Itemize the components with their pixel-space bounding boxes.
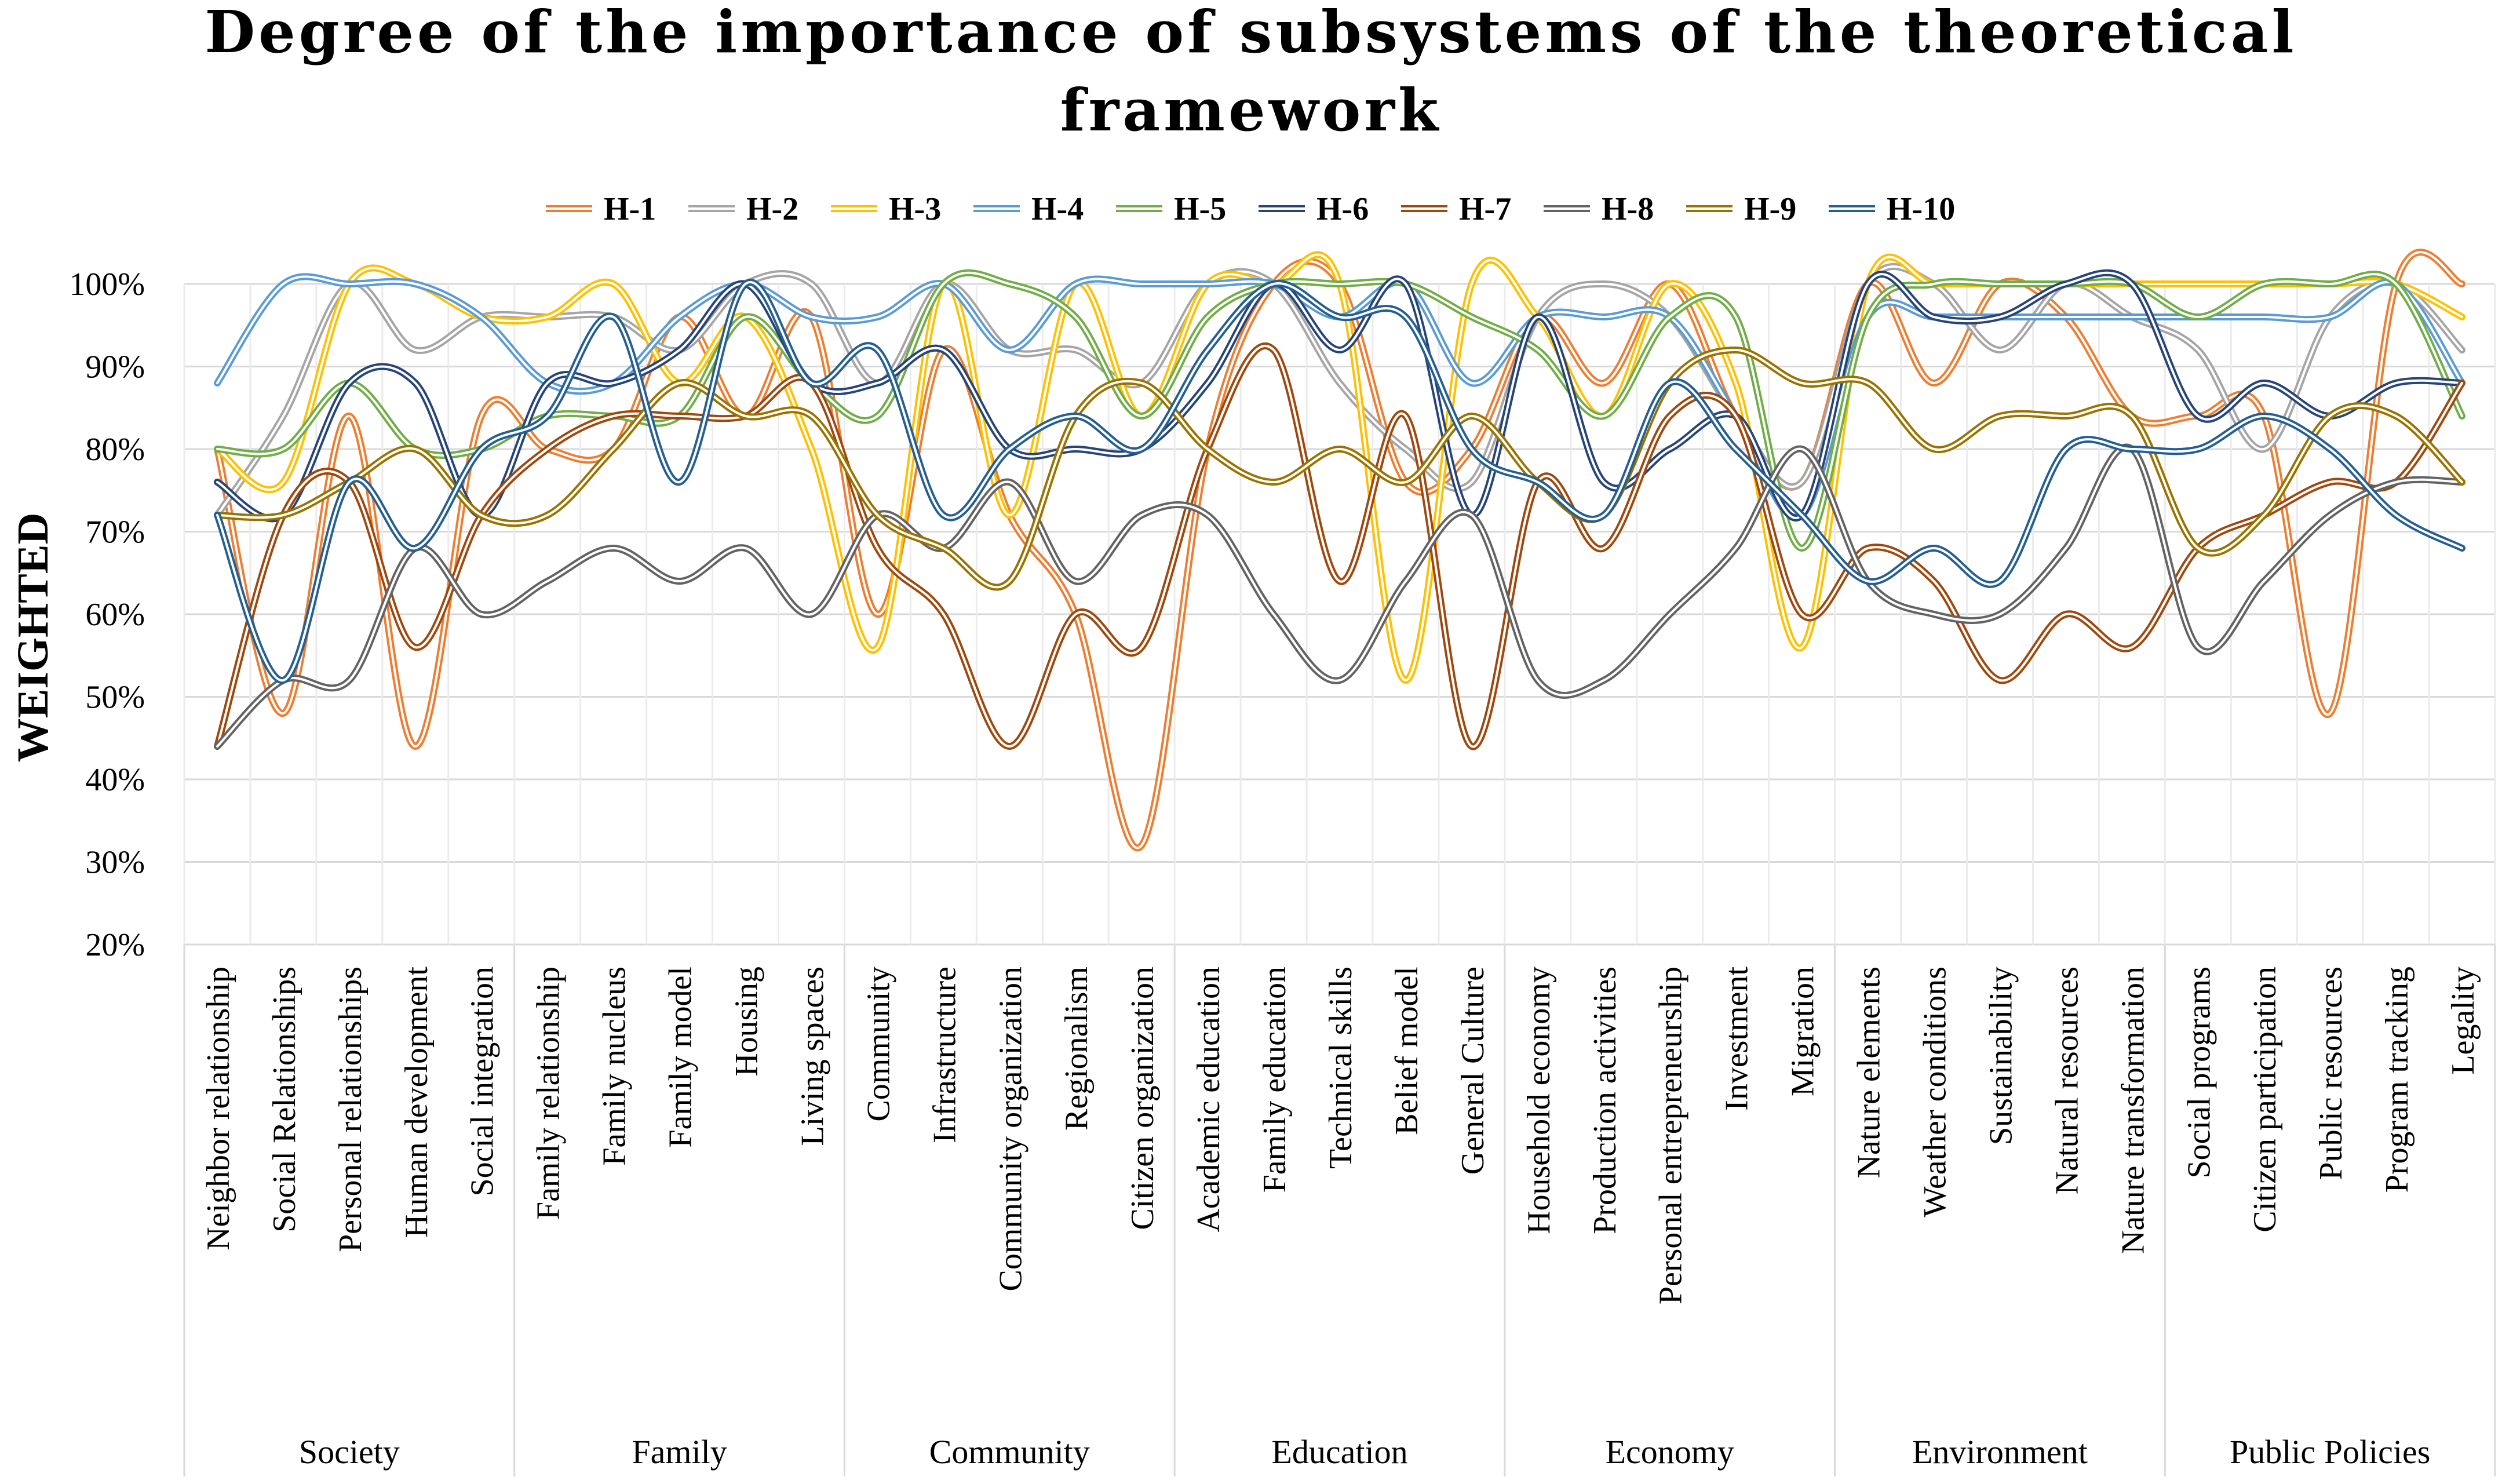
- legend-label: H-7: [1459, 191, 1511, 227]
- legend-label: H-2: [746, 191, 798, 227]
- legend-item-h-1: H-1: [546, 191, 656, 227]
- x-tick-label: Family nucleus: [597, 967, 633, 1166]
- legend-label: H-8: [1602, 191, 1654, 227]
- x-tick-label: Personal relationships: [333, 967, 369, 1252]
- series-line: [213, 262, 2466, 519]
- x-tick-label: Investment: [1719, 967, 1755, 1111]
- series-line-core: [216, 265, 2464, 516]
- y-tick-label: 50%: [85, 680, 145, 716]
- x-tick-label: Human development: [399, 967, 435, 1238]
- x-tick-label: Natural resources: [2049, 967, 2085, 1194]
- legend-item-h-7: H-7: [1401, 191, 1511, 227]
- x-tick-label: Sustainability: [1983, 967, 2019, 1145]
- chart-title-line-1: Degree of the importance of subsystems o…: [205, 0, 2297, 66]
- x-tick-label: Citizen participation: [2247, 967, 2283, 1233]
- y-axis-label: WEIGHTED: [9, 513, 57, 763]
- chart-title: Degree of the importance of subsystems o…: [205, 0, 2297, 144]
- legend-label: H-5: [1174, 191, 1226, 227]
- x-tick-label: Household economy: [1521, 967, 1557, 1234]
- y-tick-label: 100%: [69, 267, 145, 302]
- legend-label: H-9: [1744, 191, 1796, 227]
- series-line-core: [216, 446, 2464, 748]
- x-tick-label: Family education: [1257, 967, 1293, 1193]
- y-tick-label: 70%: [85, 515, 145, 550]
- x-tick-label: Program tracking: [2379, 967, 2415, 1193]
- legend-label: H-10: [1887, 191, 1955, 227]
- x-tick-label: Technical skills: [1323, 967, 1359, 1169]
- y-axis-ticks: 20% 30% 40% 50% 60% 70% 80% 90% 100%: [69, 267, 145, 963]
- series-line-core: [216, 344, 2464, 748]
- series-h-2: [213, 262, 2466, 519]
- legend-label: H-6: [1316, 191, 1369, 227]
- series-h-9: [213, 347, 2466, 591]
- legend-item-h-5: H-5: [1116, 191, 1226, 227]
- series-h-10: [213, 279, 2466, 684]
- group-label: Family: [632, 1433, 727, 1471]
- series-lines: [213, 249, 2466, 851]
- x-tick-label: Citizen organization: [1125, 967, 1161, 1230]
- x-tick-label: Social Relationships: [267, 967, 302, 1233]
- x-tick-label: Nature transformation: [2115, 967, 2151, 1254]
- x-tick-label: Social integration: [465, 967, 501, 1197]
- x-tick-label: Personal entrepreneurship: [1653, 967, 1689, 1304]
- x-tick-label: Neighbor relationship: [200, 967, 236, 1250]
- x-tick-label: General Culture: [1455, 967, 1491, 1175]
- x-tick-label: Regionalism: [1059, 967, 1095, 1131]
- series-line-core: [216, 349, 2464, 589]
- x-tick-label: Infrastructure: [927, 967, 962, 1143]
- y-tick-label: 60%: [85, 597, 145, 633]
- series-line: [213, 249, 2466, 851]
- y-tick-label: 30%: [85, 845, 145, 881]
- legend-item-h-3: H-3: [831, 191, 941, 227]
- y-tick-label: 80%: [85, 432, 145, 468]
- series-h-7: [213, 342, 2466, 750]
- legend: H-1 H-2 H-3 H-4 H-5 H-6 H-7 H-8 H-9 H-10: [546, 191, 1955, 227]
- y-tick-label: 40%: [85, 762, 145, 798]
- series-line-core: [216, 271, 2464, 520]
- group-label: Education: [1271, 1433, 1407, 1471]
- group-label: Society: [299, 1433, 400, 1471]
- x-tick-label: Living spaces: [794, 967, 830, 1146]
- legend-item-h-10: H-10: [1829, 191, 1955, 227]
- x-tick-label: Social programs: [2181, 967, 2217, 1178]
- x-axis: Neighbor relationship Social Relationship…: [183, 945, 2496, 1476]
- x-tick-label: Community organization: [993, 967, 1028, 1291]
- legend-item-h-9: H-9: [1686, 191, 1796, 227]
- y-tick-label: 90%: [85, 349, 145, 385]
- series-line: [213, 443, 2466, 750]
- x-tick-label: Production activities: [1587, 967, 1623, 1234]
- legend-item-h-2: H-2: [688, 191, 798, 227]
- y-tick-label: 20%: [85, 927, 145, 963]
- x-tick-label: Community: [860, 967, 896, 1122]
- x-tick-label: Nature elements: [1851, 967, 1887, 1178]
- group-label: Environment: [1912, 1433, 2088, 1471]
- legend-item-h-4: H-4: [973, 191, 1084, 227]
- x-tick-label: Family relationship: [531, 967, 567, 1220]
- x-tick-label: Weather conditions: [1917, 967, 1953, 1217]
- series-line-core: [216, 251, 2464, 849]
- legend-label: H-4: [1031, 191, 1084, 227]
- group-label: Economy: [1606, 1433, 1734, 1471]
- chart-title-line-2: framework: [1060, 76, 1442, 144]
- x-tick-label: Migration: [1785, 967, 1821, 1096]
- group-label: Public Policies: [2230, 1433, 2430, 1471]
- series-h-8: [213, 443, 2466, 750]
- legend-label: H-3: [889, 191, 941, 227]
- series-h-6: [213, 269, 2466, 523]
- group-label: Community: [929, 1433, 1090, 1471]
- legend-item-h-6: H-6: [1259, 191, 1369, 227]
- legend-item-h-8: H-8: [1544, 191, 1654, 227]
- x-tick-label: Housing: [729, 967, 765, 1077]
- series-h-1: [213, 249, 2466, 851]
- x-tick-label: Legality: [2445, 967, 2481, 1075]
- x-tick-label: Public resources: [2313, 967, 2349, 1180]
- legend-label: H-1: [604, 191, 656, 227]
- x-tick-label: Academic education: [1191, 967, 1227, 1233]
- x-tick-label: Family model: [663, 967, 699, 1148]
- x-tick-label: Belief model: [1389, 967, 1425, 1135]
- series-line-core: [216, 281, 2464, 682]
- series-line: [213, 279, 2466, 684]
